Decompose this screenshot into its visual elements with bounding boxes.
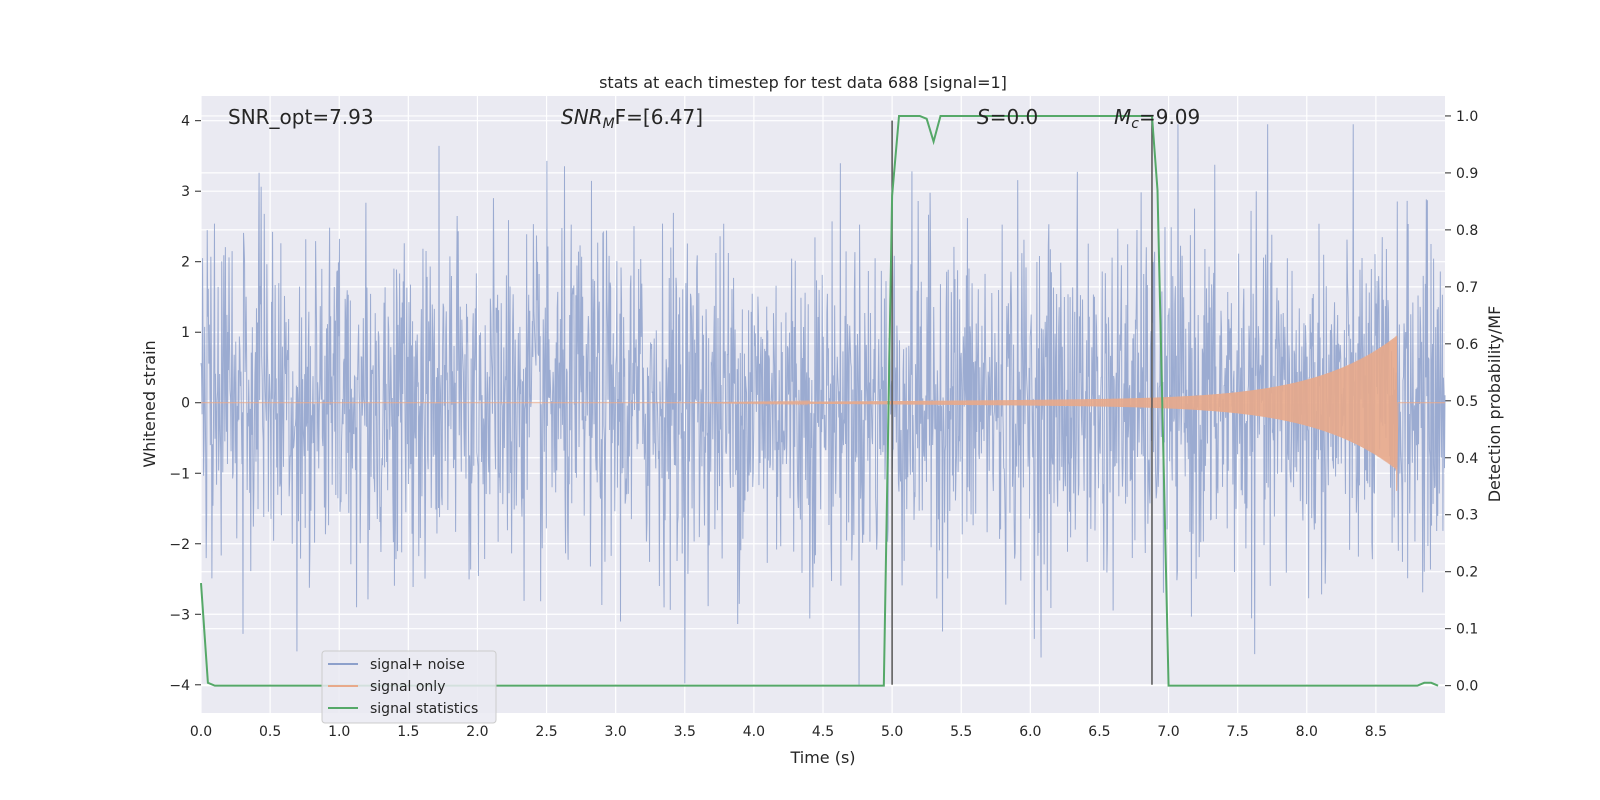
y2-tick-label: 0.1 [1456,622,1478,638]
series-signal-only [201,335,1445,491]
y2-tick-label: 0.4 [1456,451,1478,467]
mc-tail: =9.09 [1139,105,1200,129]
x-tick-label: 2.5 [535,724,557,740]
x-tick-label: 7.0 [1157,724,1179,740]
y2-tick-label: 0.2 [1456,565,1478,581]
legend-label-signal-noise: signal+ noise [370,657,465,673]
y2-tick-label: 0.6 [1456,337,1478,353]
y2-tick-label: 0.5 [1456,394,1478,410]
y-tick-label: 0 [181,396,190,412]
x-tick-label: 7.5 [1227,724,1249,740]
mc-sub: c [1131,116,1139,132]
s-annotation: S=0.0 [977,105,1038,129]
s-main: S [977,105,990,129]
y-tick-label: −4 [169,678,190,694]
legend-label-signal-statistics: signal statistics [370,701,478,717]
x-tick-label: 1.5 [397,724,419,740]
y-tick-label: −1 [169,466,190,482]
legend-box [321,650,497,724]
x-tick-label: 4.5 [812,724,834,740]
y-tick-label: −3 [169,607,190,623]
chart-title: stats at each timestep for test data 688… [599,73,1007,92]
y2-tick-label: 0.0 [1456,679,1478,695]
x-tick-label: 6.0 [1019,724,1041,740]
y-tick-label: 4 [181,114,190,130]
y2-tick-label: 0.3 [1456,508,1478,524]
x-tick-label: 6.5 [1088,724,1110,740]
y2-tick-label: 0.9 [1456,166,1478,182]
snr-mf-annotation: SNRMF=[6.47] [561,105,703,132]
y2-tick-labels: 1.0 0.9 0.8 0.7 0.6 0.5 0.4 0.3 0.2 0.1 0.0 [1456,109,1478,695]
legend: signal+ noise signal only signal statist… [321,650,497,724]
x-tick-label: 1.0 [328,724,350,740]
s-tail: =0.0 [990,105,1039,129]
x-tick-label: 0.5 [259,724,281,740]
x-tick-label: 3.5 [674,724,696,740]
y2-tick-label: 1.0 [1456,109,1478,125]
y2-tick-label: 0.8 [1456,223,1478,239]
x-tick-label: 3.0 [605,724,627,740]
signal-noise-line [200,124,1446,685]
x-tick-label: 0.0 [190,724,212,740]
mc-annotation: Mc=9.09 [1114,105,1200,132]
x-tick-label: 5.0 [881,724,903,740]
series-signal-noise [200,124,1446,685]
y-tick-label: 2 [181,255,190,271]
snr-mf-tail: F=[6.47] [615,105,703,129]
signal-only-line [201,335,1445,491]
y2-axis-label: Detection probability/MF [1485,306,1504,503]
x-tick-labels: 0.0 0.5 1.0 1.5 2.0 2.5 3.0 3.5 4.0 4.5 5.0 5.5 6.0 6… [190,724,1387,740]
y-axis-label: Whitened strain [140,340,159,467]
y-tick-label: 3 [181,184,190,200]
x-tick-label: 4.0 [743,724,765,740]
x-axis-label: Time (s) [789,748,855,767]
snr-mf-main: SNR [561,105,603,129]
y2-tick-label: 0.7 [1456,280,1478,296]
x-tick-label: 8.5 [1365,724,1387,740]
y-tick-label: 1 [181,325,190,341]
legend-label-signal-only: signal only [370,679,445,695]
snr-mf-sub: M [603,116,615,132]
x-tick-label: 5.5 [950,724,972,740]
y-tick-labels: 4 3 2 1 0 −1 −2 −3 −4 [169,114,190,694]
x-tick-label: 8.0 [1296,724,1318,740]
mc-main: M [1114,105,1131,129]
y-tick-label: −2 [169,537,190,553]
x-tick-label: 2.0 [466,724,488,740]
snr-opt-annotation: SNR_opt=7.93 [228,105,374,129]
